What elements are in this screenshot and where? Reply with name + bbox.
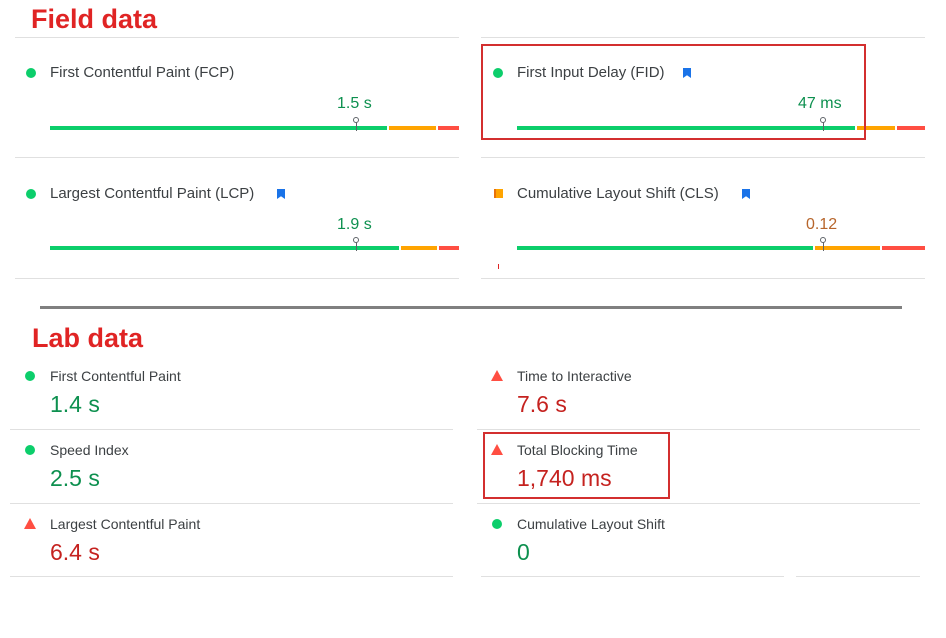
divider-lab-row3-right-b [796,576,920,577]
field-cls-label: Cumulative Layout Shift (CLS) [517,185,719,202]
lab-data-title: Lab data [32,323,144,353]
tbt-highlight-box [483,432,670,499]
field-cls-bar-poor [882,246,925,250]
divider-lab-row3-left [10,576,453,577]
good-status-icon [26,68,36,78]
field-fid-bar-average [857,126,895,130]
divider-top-right [481,37,925,38]
good-status-icon [26,189,36,199]
divider-row1-left [15,157,459,158]
lab-lcp-label: Largest Contentful Paint [50,516,201,532]
bookmark-icon [742,189,750,199]
field-cls-marker-stem [823,242,824,251]
field-cls-value: 0.12 [806,216,838,233]
field-fcp-marker-stem [356,122,357,131]
stray-mark [498,264,499,269]
field-fcp-label: First Contentful Paint (FCP) [50,64,235,81]
divider-row1-right [481,157,925,158]
lab-tti-label: Time to Interactive [517,368,632,384]
lab-tti-value: 7.6 s [517,391,567,417]
field-data-title: Field data [31,4,158,34]
lab-fcp-value: 1.4 s [50,391,100,417]
field-lcp-bar-good [50,246,399,250]
lab-cls-label: Cumulative Layout Shift [517,516,665,532]
lab-lcp-value: 6.4 s [50,539,100,565]
field-lcp-label: Largest Contentful Paint (LCP) [50,185,255,202]
divider-lab-row3-right-a [481,576,784,577]
good-status-icon [492,519,502,529]
poor-status-icon [491,444,503,455]
lab-tbt-value: 1,740 ms [517,465,612,491]
field-lcp-bar-poor [439,246,459,250]
good-status-icon [25,371,35,381]
lab-tbt-label: Total Blocking Time [517,442,638,458]
divider-row2-left [15,278,459,279]
divider-lab-row1-right [477,429,920,430]
field-fid-bar-poor [897,126,925,130]
field-cls-bar-good [517,246,813,250]
field-lcp-value: 1.9 s [337,216,372,233]
field-fcp-bar-average [389,126,436,130]
average-status-icon [494,189,503,198]
field-lcp-bar-average [401,246,437,250]
field-fid-label: First Input Delay (FID) [517,64,665,81]
field-fcp-value: 1.5 s [337,95,372,112]
bookmark-icon [683,68,691,78]
poor-status-icon [24,518,36,529]
field-lcp-marker-stem [356,242,357,251]
divider-lab-row2-right [477,503,920,504]
field-fid-marker-stem [823,122,824,131]
divider-lab-row1-left [10,429,453,430]
field-cls-bar-average [815,246,880,250]
lab-si-value: 2.5 s [50,465,100,491]
field-fcp-bar-good [50,126,387,130]
good-status-icon [493,68,503,78]
field-fid-bar-good [517,126,855,130]
divider-top-left [15,37,459,38]
lab-si-label: Speed Index [50,442,129,458]
good-status-icon [25,445,35,455]
poor-status-icon [491,370,503,381]
field-fcp-bar-poor [438,126,459,130]
section-divider [40,306,902,309]
divider-row2-right [481,278,925,279]
field-fid-value: 47 ms [798,95,842,112]
lab-cls-value: 0 [517,539,530,565]
divider-lab-row2-left [10,503,453,504]
lab-fcp-label: First Contentful Paint [50,368,181,384]
fid-highlight-box [481,44,866,140]
bookmark-icon [277,189,285,199]
